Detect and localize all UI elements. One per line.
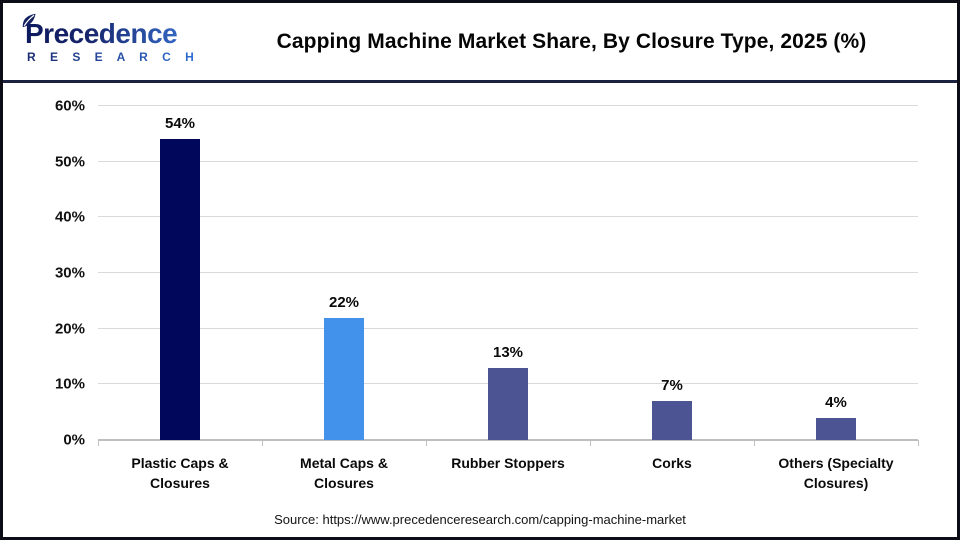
y-axis-tick-label: 50% bbox=[54, 153, 85, 171]
y-axis-tick-label: 20% bbox=[54, 320, 85, 338]
source-text: Source: https://www.precedenceresearch.c… bbox=[274, 512, 686, 527]
bar-value-label: 22% bbox=[328, 293, 360, 311]
x-axis-category-label: Rubber Stoppers bbox=[451, 455, 565, 471]
gridline bbox=[98, 160, 918, 162]
gridline bbox=[98, 105, 918, 106]
bar-value-label: 4% bbox=[825, 393, 847, 411]
x-axis-category-label: Plastic Caps & Closures bbox=[131, 455, 229, 492]
leaf-icon bbox=[22, 13, 36, 28]
bar bbox=[816, 417, 856, 440]
bar-column: 22% bbox=[262, 106, 426, 440]
chart-title: Capping Machine Market Share, By Closure… bbox=[276, 29, 867, 53]
header: Precedence R E S E A R C H Capping Machi… bbox=[3, 3, 957, 83]
bar bbox=[160, 139, 200, 440]
gridline bbox=[98, 216, 918, 218]
bar bbox=[488, 367, 528, 440]
x-axis-tick bbox=[918, 440, 919, 446]
bar-value-label: 7% bbox=[661, 377, 683, 395]
bar bbox=[652, 401, 692, 440]
x-axis-line bbox=[98, 439, 918, 441]
x-axis-tick bbox=[590, 440, 591, 446]
bar-column: 54% bbox=[98, 106, 262, 440]
x-axis-tick bbox=[754, 440, 755, 446]
bar-value-label: 13% bbox=[492, 343, 524, 361]
bar-value-label: 54% bbox=[164, 115, 196, 133]
y-axis-tick-label: 30% bbox=[54, 264, 85, 282]
x-axis-tick bbox=[262, 440, 263, 446]
gridline bbox=[98, 272, 918, 273]
x-axis-category-label: Others (Specialty Closures) bbox=[778, 455, 894, 492]
plot-area: 0% 10% 20% 30% 40% 50% 60% Plastic Caps & Closu… bbox=[55, 98, 919, 491]
logo-subtitle: R E S E A R C H bbox=[27, 50, 200, 64]
logo-wordmark: Precedence bbox=[25, 20, 200, 48]
y-axis-tick-label: 10% bbox=[54, 375, 85, 393]
x-axis-tick bbox=[426, 440, 427, 446]
x-axis-category-label: Metal Caps & Closures bbox=[300, 455, 388, 492]
y-axis-tick-label: 0% bbox=[63, 431, 85, 449]
chart-area: 0% 10% 20% 30% 40% 50% 60% Plastic Caps & Closu… bbox=[3, 86, 957, 537]
y-axis-tick-label: 40% bbox=[54, 208, 85, 226]
brand-logo: Precedence R E S E A R C H bbox=[22, 13, 200, 64]
x-axis-tick bbox=[98, 440, 99, 446]
x-axis-category-label: Corks bbox=[652, 455, 692, 471]
bar-column: 4% bbox=[754, 106, 918, 440]
bar-column: 7% bbox=[590, 106, 754, 440]
bar bbox=[324, 317, 364, 440]
bar-column: 13% bbox=[426, 106, 590, 440]
gridline bbox=[98, 327, 918, 329]
y-axis-tick-label: 60% bbox=[54, 97, 85, 115]
